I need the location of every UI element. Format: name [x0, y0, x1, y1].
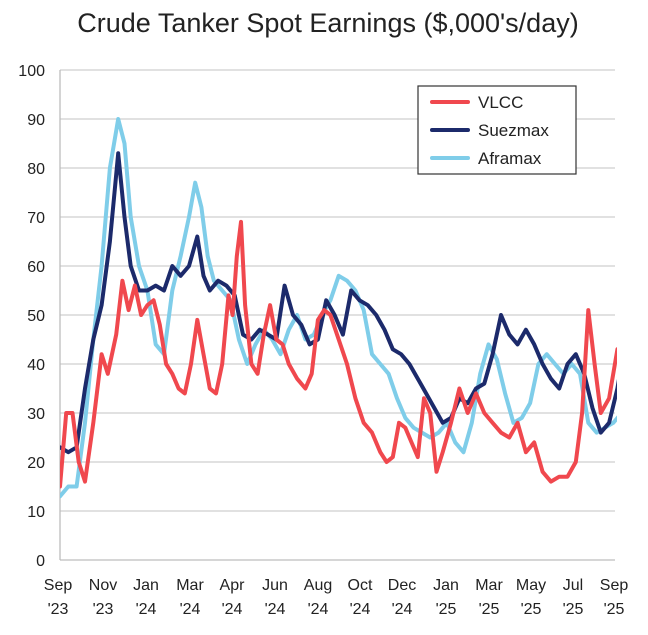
- x-tick-label-year: '24: [308, 601, 329, 618]
- y-tick-label: 30: [27, 406, 45, 423]
- y-tick-label: 60: [27, 259, 45, 276]
- legend-label: Suezmax: [478, 121, 549, 140]
- chart-title: Crude Tanker Spot Earnings ($,000's/day): [77, 8, 578, 38]
- legend-label: VLCC: [478, 93, 523, 112]
- legend: VLCC Suezmax Aframax: [417, 85, 577, 175]
- x-tick-label-month: Jan: [133, 577, 159, 594]
- x-tick-label-year: '24: [136, 601, 157, 618]
- y-tick-label: 10: [27, 504, 45, 521]
- x-tick-label-month: Mar: [475, 577, 503, 594]
- x-tick-label-month: Jun: [262, 577, 288, 594]
- x-tick-label-month: Jan: [433, 577, 459, 594]
- x-tick-label-month: Apr: [220, 577, 246, 594]
- y-tick-label: 100: [18, 63, 45, 80]
- y-tick-label: 0: [36, 553, 45, 570]
- y-tick-label: 80: [27, 161, 45, 178]
- x-tick-label-year: '24: [350, 601, 371, 618]
- y-tick-label: 40: [27, 357, 45, 374]
- x-tick-label-month: Aug: [304, 577, 332, 594]
- series-layer: [60, 117, 617, 499]
- x-tick-label-month: Sep: [44, 577, 73, 594]
- series-line-vlcc: [60, 219, 617, 489]
- x-tick-label-month: Dec: [388, 577, 416, 594]
- x-tick-label-year: '25: [479, 601, 500, 618]
- x-tick-label-year: '24: [265, 601, 286, 618]
- x-tick-label-year: '25: [521, 601, 542, 618]
- x-tick-label-month: May: [516, 577, 546, 594]
- grid-layer: [60, 69, 615, 512]
- series-line-aframax: [60, 117, 617, 499]
- y-tick-label: 70: [27, 210, 45, 227]
- x-tick-label-year: '25: [604, 601, 625, 618]
- y-tick-label: 20: [27, 455, 45, 472]
- x-tick-label-month: Nov: [89, 577, 117, 594]
- x-tick-label-year: '24: [180, 601, 201, 618]
- x-tick-label-month: Oct: [348, 577, 373, 594]
- x-tick-label-year: '23: [93, 601, 114, 618]
- axis-layer: 0 10 20 30 40 50 60 70 80 90 100 Sep '23 Nov '23 Jan '24…: [18, 63, 628, 618]
- x-tick-label-month: Jul: [563, 577, 583, 594]
- x-tick-label-month: Sep: [600, 577, 629, 594]
- x-tick-label-year: '24: [392, 601, 413, 618]
- x-tick-label-year: '23: [48, 601, 69, 618]
- x-tick-label-year: '25: [563, 601, 584, 618]
- x-tick-label-year: '24: [222, 601, 243, 618]
- legend-label: Aframax: [478, 149, 542, 168]
- x-tick-label-year: '25: [436, 601, 457, 618]
- x-tick-label-month: Mar: [176, 577, 204, 594]
- y-tick-label: 90: [27, 112, 45, 129]
- y-tick-label: 50: [27, 308, 45, 325]
- series-line-suezmax: [60, 151, 617, 455]
